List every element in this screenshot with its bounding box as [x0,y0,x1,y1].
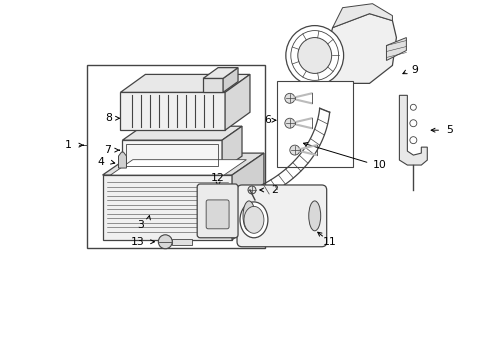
Polygon shape [399,95,427,165]
Ellipse shape [243,201,255,231]
Polygon shape [203,68,238,78]
Polygon shape [122,126,242,140]
Polygon shape [122,140,222,170]
Ellipse shape [158,235,172,249]
Ellipse shape [285,93,295,103]
Text: 5: 5 [446,125,453,135]
FancyBboxPatch shape [197,184,238,238]
Polygon shape [119,152,126,168]
Ellipse shape [410,120,417,127]
Bar [277,81,353,167]
Polygon shape [319,14,396,84]
Polygon shape [387,37,406,60]
Polygon shape [111,160,246,175]
FancyBboxPatch shape [237,185,327,247]
Polygon shape [102,153,264,175]
Ellipse shape [410,104,416,110]
Ellipse shape [240,202,268,238]
Ellipse shape [244,206,264,233]
Text: 3: 3 [137,220,144,230]
Text: 2: 2 [271,185,278,195]
Text: 4: 4 [97,157,104,167]
Ellipse shape [248,186,256,194]
Bar [126,144,218,166]
Ellipse shape [285,118,295,128]
Polygon shape [333,4,392,28]
Ellipse shape [286,26,343,85]
FancyBboxPatch shape [206,200,229,229]
Text: 11: 11 [323,237,337,247]
Polygon shape [232,153,264,240]
Text: 13: 13 [130,237,144,247]
Polygon shape [223,68,238,92]
Text: 1: 1 [65,140,72,150]
Bar [87,66,265,248]
Text: 10: 10 [372,160,387,170]
Polygon shape [102,175,232,240]
Text: 12: 12 [211,173,225,183]
Text: 6: 6 [265,115,271,125]
Polygon shape [203,78,223,92]
Ellipse shape [298,37,332,73]
Bar [172,239,192,245]
Text: 8: 8 [105,113,112,123]
Polygon shape [222,126,242,170]
Text: 9: 9 [411,66,418,76]
Polygon shape [121,92,225,130]
Polygon shape [121,75,250,92]
Ellipse shape [410,137,417,144]
Ellipse shape [290,145,300,155]
Polygon shape [225,75,250,130]
Ellipse shape [291,31,339,80]
Ellipse shape [309,201,321,231]
Text: 7: 7 [104,145,111,155]
